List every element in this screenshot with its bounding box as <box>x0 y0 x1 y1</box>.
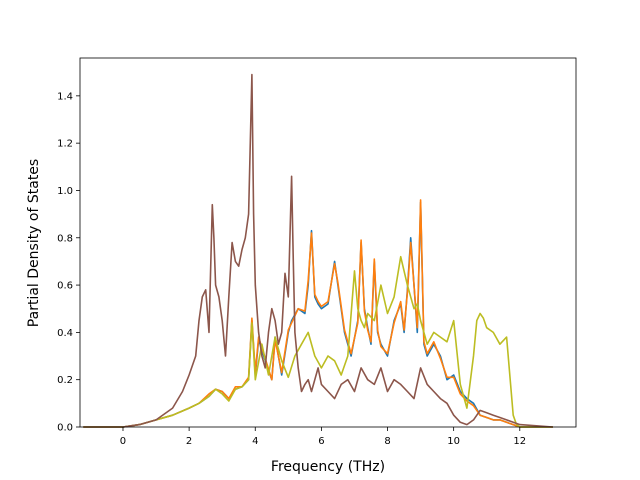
x-tick-label: 8 <box>384 436 390 447</box>
y-tick-label: 0.2 <box>57 375 73 386</box>
x-tick-label: 0 <box>120 436 126 447</box>
y-tick-label: 0.4 <box>57 328 73 339</box>
x-tick-label: 10 <box>447 436 460 447</box>
y-tick-label: 0.6 <box>57 281 73 292</box>
y-tick-label: 0.8 <box>57 233 73 244</box>
series-line-4 <box>83 73 553 428</box>
x-tick-label: 12 <box>513 436 526 447</box>
y-tick-label: 0.0 <box>57 423 73 434</box>
series-line-2 <box>83 199 553 428</box>
y-tick-label: 1.2 <box>57 139 73 150</box>
x-axis-ticks: 0 2 4 6 8 10 12 <box>120 427 526 447</box>
y-axis-label: Partial Density of States <box>26 159 42 327</box>
x-tick-label: 4 <box>252 436 258 447</box>
x-tick-label: 6 <box>318 436 324 447</box>
y-axis-ticks: 0.0 0.2 0.4 0.6 0.8 1.0 1.2 1.4 <box>57 91 80 434</box>
plot-frame <box>79 57 577 428</box>
series-lines <box>83 73 553 428</box>
x-tick-label: 2 <box>186 436 192 447</box>
y-tick-label: 1.4 <box>57 91 73 102</box>
y-tick-label: 1.0 <box>57 186 73 197</box>
series-line-1 <box>83 201 553 428</box>
series-line-3 <box>83 255 553 428</box>
x-axis-label: Frequency (THz) <box>271 459 385 475</box>
